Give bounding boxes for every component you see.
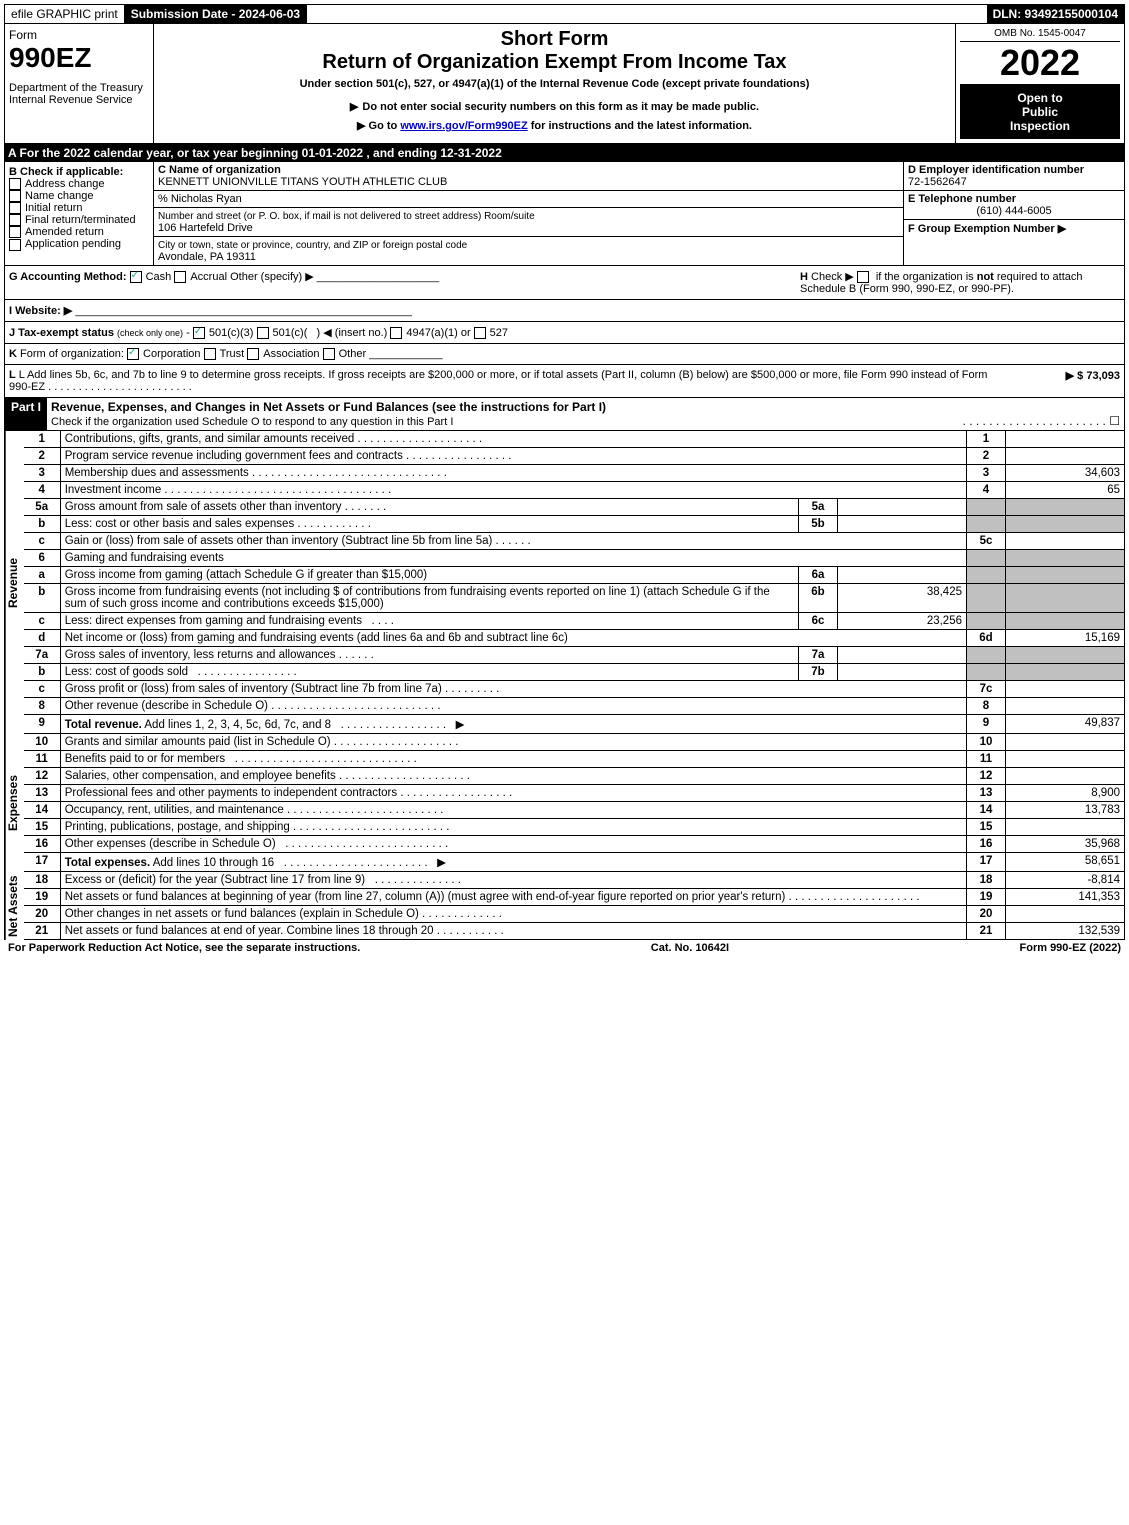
val-7a	[838, 647, 967, 664]
revenue-section: Revenue 1Contributions, gifts, grants, a…	[4, 431, 1125, 734]
row-k: K Form of organization: Corporation Trus…	[4, 344, 1125, 365]
val-19: 141,353	[1006, 889, 1125, 906]
side-expenses: Expenses	[5, 734, 24, 872]
omb-number: OMB No. 1545-0047	[960, 28, 1120, 42]
val-21: 132,539	[1006, 923, 1125, 940]
page-footer: For Paperwork Reduction Act Notice, see …	[4, 940, 1125, 956]
ein: 72-1562647	[908, 176, 967, 188]
footer-right: Form 990-EZ (2022)	[1020, 942, 1122, 954]
val-6b: 38,425	[838, 584, 967, 613]
chk-schedule-b[interactable]	[857, 271, 869, 283]
net-assets-section: Net Assets 18Excess or (deficit) for the…	[4, 872, 1125, 940]
chk-other-org[interactable]	[323, 348, 335, 360]
part-1-header: Part I Revenue, Expenses, and Changes in…	[4, 398, 1125, 431]
val-17: 58,651	[1006, 853, 1125, 872]
chk-initial-return[interactable]	[9, 202, 21, 214]
val-7c	[1006, 681, 1125, 698]
val-11	[1006, 751, 1125, 768]
main-title: Return of Organization Exempt From Incom…	[158, 51, 951, 74]
chk-accrual[interactable]	[174, 271, 186, 283]
dept-irs: Internal Revenue Service	[9, 94, 149, 106]
dln-label: DLN: 93492155000104	[987, 5, 1124, 23]
chk-trust[interactable]	[204, 348, 216, 360]
val-5c	[1006, 533, 1125, 550]
org-info-block: B Check if applicable: Address change Na…	[4, 162, 1125, 266]
expenses-section: Expenses 10Grants and similar amounts pa…	[4, 734, 1125, 872]
warn-goto: ▶ Go to www.irs.gov/Form990EZ for instru…	[158, 119, 951, 132]
val-5a	[838, 499, 967, 516]
dept-treasury: Department of the Treasury	[9, 82, 149, 94]
side-revenue: Revenue	[5, 431, 24, 734]
val-8	[1006, 698, 1125, 715]
form-label: Form	[9, 28, 149, 42]
val-14: 13,783	[1006, 802, 1125, 819]
chk-association[interactable]	[247, 348, 259, 360]
efile-label: efile GRAPHIC print	[5, 5, 125, 23]
val-2	[1006, 448, 1125, 465]
submission-date: Submission Date - 2024-06-03	[125, 5, 307, 23]
chk-amended-return[interactable]	[9, 226, 21, 238]
org-street: 106 Hartefeld Drive	[158, 222, 253, 234]
irs-link[interactable]: www.irs.gov/Form990EZ	[400, 120, 527, 132]
org-city: Avondale, PA 19311	[158, 251, 256, 263]
short-form-title: Short Form	[158, 28, 951, 51]
form-header: Form 990EZ Department of the Treasury In…	[4, 24, 1125, 144]
chk-corporation[interactable]	[127, 348, 139, 360]
row-g-h: G Accounting Method: Cash Accrual Other …	[4, 266, 1125, 300]
val-6d: 15,169	[1006, 630, 1125, 647]
side-net-assets: Net Assets	[5, 872, 24, 940]
chk-cash[interactable]	[130, 271, 142, 283]
section-b: B Check if applicable: Address change Na…	[5, 162, 154, 265]
b-label: B Check if applicable:	[9, 166, 149, 178]
section-d-e-f: D Employer identification number 72-1562…	[904, 162, 1124, 265]
org-name: KENNETT UNIONVILLE TITANS YOUTH ATHLETIC…	[158, 176, 447, 188]
row-i: I Website: ▶ ___________________________…	[4, 300, 1125, 322]
warn-ssn: Do not enter social security numbers on …	[158, 100, 951, 113]
footer-center: Cat. No. 10642I	[651, 942, 729, 954]
top-bar: efile GRAPHIC print Submission Date - 20…	[4, 4, 1125, 24]
val-16: 35,968	[1006, 836, 1125, 853]
val-6c: 23,256	[838, 613, 967, 630]
chk-501c[interactable]	[257, 327, 269, 339]
row-j: J Tax-exempt status (check only one) - 5…	[4, 322, 1125, 344]
val-9: 49,837	[1006, 715, 1125, 734]
tax-year: 2022	[960, 42, 1120, 85]
val-15	[1006, 819, 1125, 836]
val-3: 34,603	[1006, 465, 1125, 482]
val-1	[1006, 431, 1125, 448]
val-13: 8,900	[1006, 785, 1125, 802]
open-to-public: Open to Public Inspection	[960, 85, 1120, 139]
subtitle: Under section 501(c), 527, or 4947(a)(1)…	[158, 78, 951, 90]
chk-name-change[interactable]	[9, 190, 21, 202]
chk-final-return[interactable]	[9, 214, 21, 226]
val-6a	[838, 567, 967, 584]
form-number: 990EZ	[9, 42, 149, 74]
section-c: C Name of organization KENNETT UNIONVILL…	[154, 162, 904, 265]
val-20	[1006, 906, 1125, 923]
val-12	[1006, 768, 1125, 785]
org-contact: % Nicholas Ryan	[154, 191, 903, 208]
section-a: A For the 2022 calendar year, or tax yea…	[4, 144, 1125, 162]
gross-receipts: ▶ $ 73,093	[1000, 369, 1120, 393]
row-l: L L Add lines 5b, 6c, and 7b to line 9 t…	[4, 365, 1125, 398]
chk-527[interactable]	[474, 327, 486, 339]
val-5b	[838, 516, 967, 533]
group-exemption: F Group Exemption Number ▶	[908, 223, 1066, 235]
val-18: -8,814	[1006, 872, 1125, 889]
chk-501c3[interactable]	[193, 327, 205, 339]
chk-4947[interactable]	[390, 327, 402, 339]
chk-address-change[interactable]	[9, 178, 21, 190]
val-7b	[838, 664, 967, 681]
val-4: 65	[1006, 482, 1125, 499]
phone: (610) 444-6005	[908, 205, 1120, 217]
footer-left: For Paperwork Reduction Act Notice, see …	[8, 942, 360, 954]
chk-application-pending[interactable]	[9, 239, 21, 251]
part-1-tag: Part I	[5, 398, 47, 430]
val-10	[1006, 734, 1125, 751]
